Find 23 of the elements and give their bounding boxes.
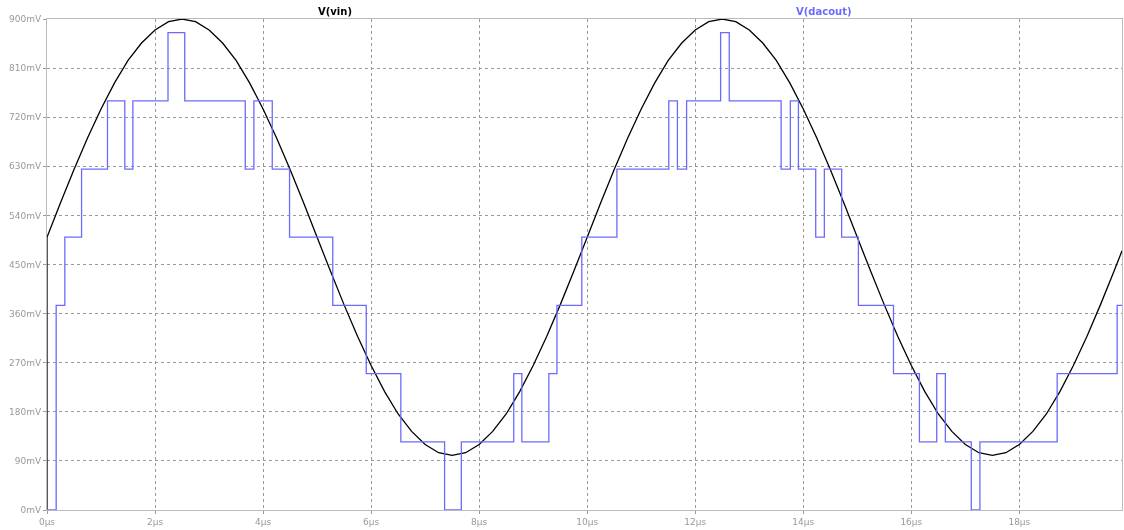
y-tick-label: 630mV: [9, 161, 43, 172]
text: V(dacout): [796, 6, 852, 17]
x-tick-label: 12µs: [684, 516, 707, 527]
y-tick-label: 900mV: [9, 14, 43, 25]
x-tick-label: 18µs: [1008, 516, 1031, 527]
y-tick-label: 540mV: [9, 210, 43, 221]
y-tick-label: 90mV: [14, 456, 43, 467]
x-tick-label: 10µs: [576, 516, 599, 527]
x-tick-label: 2µs: [146, 516, 164, 527]
y-tick-label: 0mV: [20, 505, 43, 516]
text: V(vin): [318, 6, 352, 17]
y-tick-label: 270mV: [9, 357, 43, 368]
y-tick-label: 360mV: [9, 308, 43, 319]
x-tick-label: 6µs: [363, 516, 380, 527]
x-tick-label: 14µs: [792, 516, 815, 527]
x-tick-label: 0µs: [38, 516, 56, 527]
y-tick-label: 720mV: [9, 112, 43, 123]
y-tick-label: 810mV: [9, 63, 43, 74]
x-tick-label: 16µs: [900, 516, 923, 527]
y-tick-label: 180mV: [9, 406, 43, 417]
x-tick-label: 4µs: [255, 516, 272, 527]
y-tick-label: 450mV: [9, 259, 43, 270]
x-tick-label: 8µs: [471, 516, 488, 527]
